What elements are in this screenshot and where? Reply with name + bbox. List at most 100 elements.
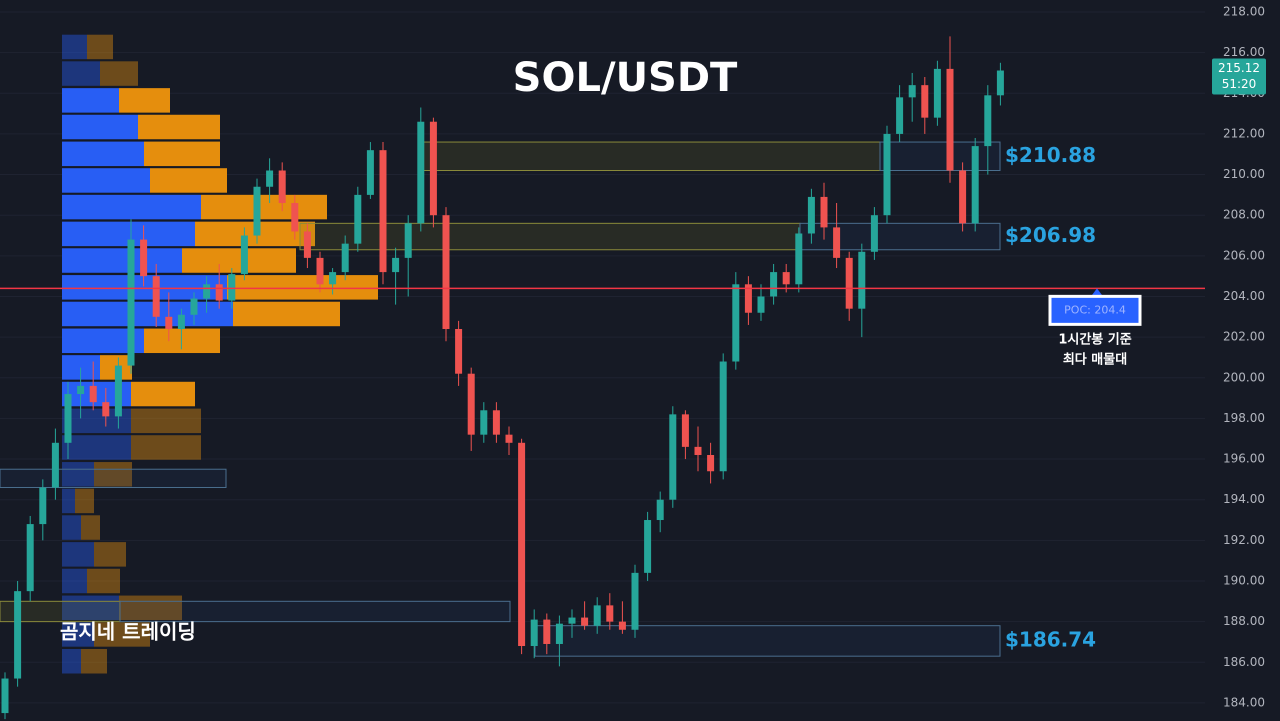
y-tick-label: 194.00 [1223,492,1265,506]
candle-body [820,196,828,228]
candle-body [908,85,916,98]
volume-buy [62,34,87,60]
volume-buy [62,194,201,220]
candle-body [266,170,274,187]
volume-buy [62,248,182,273]
volume-sell [233,301,340,327]
volume-sell [201,194,327,220]
candle-body [870,215,878,252]
candle-body [203,284,211,299]
candle-body [51,442,59,488]
candle-body [215,284,223,301]
volume-sell [227,275,378,300]
candle-body [833,227,841,258]
volume-sell [94,542,126,567]
zone-label: $186.74 [1005,627,1096,651]
volume-sell [87,568,120,594]
volume-buy [62,301,233,327]
candle-body [253,186,261,236]
volume-sell [150,168,227,193]
candle-body [379,150,387,273]
candle-body [1,678,9,714]
volume-sell [144,141,220,167]
candle-body [694,446,702,455]
volume-buy [62,649,81,674]
volume-sell [81,649,107,674]
volume-sell [94,462,132,487]
poc-label: POC: 204.4 [1064,303,1126,316]
candle-body [593,605,601,626]
last-price-label: 215.12 [1218,61,1260,75]
candle-body [190,298,198,315]
candle-body [996,70,1004,96]
volume-sell [119,88,170,113]
candle-body [757,296,765,313]
candle-body [177,314,185,330]
candle-body [555,623,563,644]
candle-body [429,121,437,216]
volume-sell [94,622,150,647]
candle-body [455,329,463,374]
volume-sell [182,248,296,273]
y-tick-label: 206.00 [1223,248,1265,262]
candle-body [89,385,97,403]
candle-body [467,373,475,435]
poc-note: 최다 매물대 [1063,352,1127,368]
zone [119,600,511,623]
y-tick-label: 216.00 [1223,45,1265,59]
candle-body [278,170,286,204]
candle-body [795,233,803,285]
candle-body [858,251,866,309]
zone [879,141,1001,171]
candle-body [152,276,160,317]
volume-buy [62,114,138,140]
zone [799,222,1001,251]
last-price-badge [1212,58,1266,95]
volume-sell [138,114,220,140]
y-tick-label: 188.00 [1223,614,1265,628]
candle-body [669,414,677,500]
candle-body [581,617,589,626]
candle-body [782,272,790,285]
volume-sell [131,408,201,434]
volume-sell [75,488,94,514]
candle-body [341,243,349,273]
candle-body [933,68,941,118]
candle-body [26,524,34,592]
volume-sell [131,381,195,407]
candle-body [744,284,752,313]
candle-body [618,621,626,630]
zone [534,625,1001,657]
y-tick-label: 202.00 [1223,330,1265,344]
candle-body [707,454,715,472]
candle-body [140,239,148,277]
candle-body [64,394,72,443]
candle-body [644,520,652,573]
volume-buy [62,595,119,621]
y-tick-label: 210.00 [1223,167,1265,181]
candle-body [442,215,450,330]
price-axis: 184.00 186.00 188.00 190.00 192.00 194.00 196.… [1212,4,1266,709]
candle-body [971,146,979,224]
y-tick-label: 192.00 [1223,533,1265,547]
candle-body [354,194,362,244]
candle-body [404,223,412,258]
candle-body [127,239,135,366]
volume-buy [62,568,87,594]
candle-body [114,365,122,417]
candle-body [770,272,778,297]
y-tick-label: 212.00 [1223,126,1265,140]
candle-body [896,97,904,134]
candle-body [39,487,47,525]
volume-buy [62,141,144,167]
watermark: 곰지네 트레이딩 [60,620,196,644]
zone-label: $206.98 [1005,223,1096,247]
volume-buy [62,275,227,300]
candle-body [530,619,538,647]
candle-body [14,591,22,679]
y-tick-label: 204.00 [1223,289,1265,303]
volume-buy [62,61,100,86]
candle-body [845,257,853,309]
candle-body [606,605,614,622]
